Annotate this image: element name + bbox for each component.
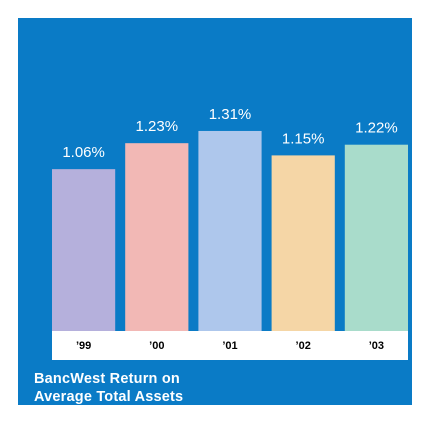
x-tick-label: ’00	[149, 340, 164, 352]
value-label: 1.06%	[62, 144, 105, 161]
category-strip	[52, 331, 408, 360]
chart-title: BancWest Return on Average Total Assets	[34, 371, 184, 405]
bar	[198, 130, 262, 331]
bar	[344, 144, 408, 331]
value-label: 1.15%	[282, 130, 325, 147]
bar	[271, 155, 335, 331]
x-tick-label: ’02	[296, 340, 311, 352]
bar	[52, 169, 116, 331]
x-tick-label: ’03	[369, 340, 384, 352]
x-tick-label: ’99	[76, 340, 91, 352]
value-label: 1.31%	[209, 106, 252, 123]
value-label: 1.22%	[355, 120, 398, 137]
bar	[125, 143, 189, 331]
value-label: 1.23%	[136, 118, 179, 135]
x-tick-label: ’01	[222, 340, 237, 352]
